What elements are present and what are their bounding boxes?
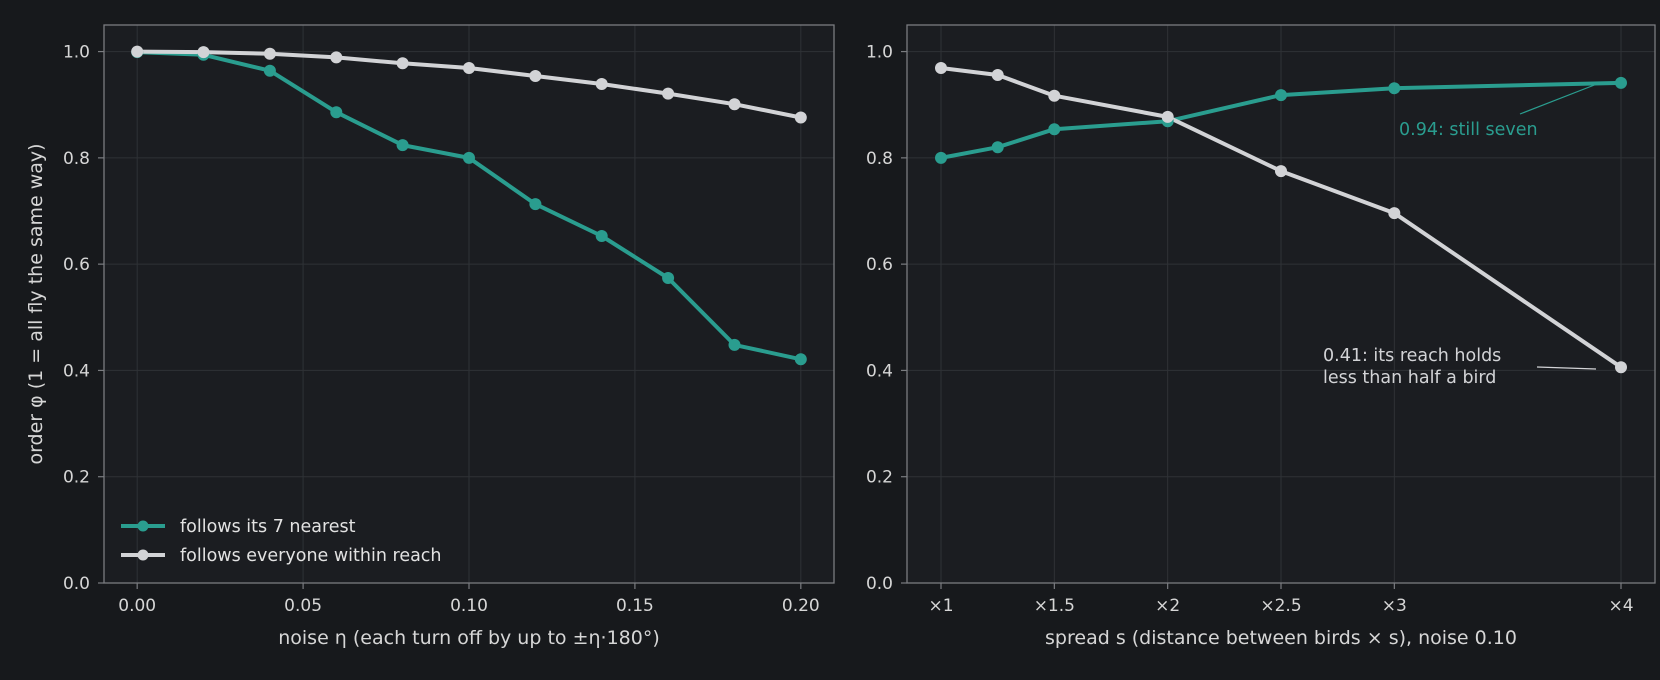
- annotation-within-reach-line2: less than half a bird: [1323, 368, 1496, 388]
- annotation-nearest-text: 0.94: still seven: [1399, 120, 1538, 140]
- legend-marker-within-reach: [137, 549, 149, 561]
- left-series-1-point-6: [529, 70, 542, 82]
- right-series-1-point-4: [1275, 165, 1287, 178]
- left-series-1-point-3: [330, 51, 343, 64]
- left-series-0-point-4: [396, 139, 409, 152]
- annotation-within-reach-arrow: [1536, 366, 1597, 370]
- left-series-points: [131, 45, 807, 366]
- right-series-0-point-1: [991, 141, 1004, 154]
- annotation-nearest: 0.94: still seven: [1399, 83, 1598, 140]
- left-series-1-point-8: [662, 87, 675, 100]
- right-series-0-point-2: [1048, 123, 1061, 136]
- left-series-1-point-0: [131, 45, 144, 58]
- legend-label-nearest: follows its 7 nearest: [180, 517, 356, 537]
- left-y-tick-label-0: 0.0: [63, 574, 90, 594]
- right-y-tick-label-2: 0.4: [866, 361, 893, 381]
- annotation-within-reach: 0.41: its reach holds less than half a b…: [1323, 346, 1597, 388]
- right-series-0-point-5: [1388, 82, 1401, 95]
- right-series-1-point-0: [935, 62, 947, 74]
- left-series-1-point-9: [728, 98, 741, 111]
- left-y-tick-label-4: 0.8: [63, 149, 90, 169]
- legend-label-within-reach: follows everyone within reach: [180, 546, 442, 566]
- left-panel: 0.00 0.05 0.10 0.15 0.20 0.0 0.2 0.4 0.6 0.8 1.0 n…: [25, 24, 835, 649]
- left-series-1-point-1: [197, 46, 210, 59]
- left-series-0-point-9: [728, 338, 741, 351]
- right-series-1-point-1: [991, 69, 1004, 81]
- left-series-0-point-7: [595, 230, 608, 242]
- right-x-tick-label-0: ×1: [928, 596, 953, 616]
- left-series-1-point-2: [263, 47, 276, 60]
- right-series-0-point-0: [935, 151, 947, 164]
- left-series-1-point-7: [595, 78, 608, 90]
- left-y-tick-label-2: 0.4: [63, 361, 90, 381]
- left-y-axis-label: order φ (1 = all fly the same way): [25, 143, 47, 464]
- right-ticks: ×1 ×1.5 ×2 ×2.5 ×3 ×4 0.0 0.2 0.4 0.6 0.8 1.0: [866, 43, 1634, 616]
- right-series-0-point-4: [1275, 89, 1287, 102]
- right-y-tick-label-0: 0.0: [866, 574, 893, 594]
- right-x-tick-label-5: ×4: [1608, 596, 1633, 616]
- left-ticks: 0.00 0.05 0.10 0.15 0.20 0.0 0.2 0.4 0.6 0.8 1.0: [63, 43, 820, 616]
- left-x-tick-label-3: 0.15: [616, 596, 654, 616]
- right-y-tick-label-3: 0.6: [866, 255, 893, 275]
- annotation-within-reach-line1: 0.41: its reach holds: [1323, 346, 1501, 366]
- left-x-axis-label: noise η (each turn off by up to ±η·180°): [278, 627, 660, 649]
- right-series-1-point-6: [1615, 361, 1627, 374]
- right-series-1-point-3: [1161, 110, 1174, 123]
- legend-marker-nearest: [137, 520, 149, 532]
- right-series-1-point-2: [1048, 89, 1061, 102]
- left-x-tick-label-4: 0.20: [782, 596, 820, 616]
- right-x-tick-label-1: ×1.5: [1034, 596, 1075, 616]
- left-series-0-point-6: [529, 198, 542, 211]
- left-series-0-point-8: [662, 272, 675, 284]
- left-series-0-point-3: [330, 106, 343, 119]
- right-x-axis-label: spread s (distance between birds × s), n…: [1045, 627, 1517, 649]
- left-series-1-point-4: [396, 57, 409, 70]
- right-series-1-point-5: [1388, 207, 1401, 220]
- right-series-points: [935, 62, 1627, 374]
- right-x-tick-label-2: ×2: [1155, 596, 1180, 616]
- annotation-nearest-arrow: [1519, 83, 1598, 115]
- left-x-tick-label-2: 0.10: [450, 596, 488, 616]
- left-x-tick-label-0: 0.00: [118, 596, 156, 616]
- right-x-tick-label-3: ×2.5: [1260, 596, 1301, 616]
- left-series-1-point-10: [794, 111, 807, 124]
- left-series-0-point-2: [263, 64, 276, 77]
- left-series-0-point-5: [463, 151, 475, 164]
- right-x-tick-label-4: ×3: [1382, 596, 1407, 616]
- right-y-tick-label-4: 0.8: [866, 149, 893, 169]
- right-panel: ×1 ×1.5 ×2 ×2.5 ×3 ×4 0.0 0.2 0.4 0.6 0.8 1.0 sprea…: [866, 24, 1656, 649]
- left-y-tick-label-3: 0.6: [63, 255, 90, 275]
- right-series-0-point-6: [1615, 76, 1627, 89]
- legend: follows its 7 nearest follows everyone w…: [121, 517, 442, 566]
- left-y-tick-label-5: 1.0: [63, 43, 90, 63]
- right-y-tick-label-1: 0.2: [866, 468, 893, 488]
- left-series-0-point-10: [794, 353, 807, 366]
- right-y-tick-label-5: 1.0: [866, 43, 893, 63]
- left-series-1-point-5: [463, 62, 475, 74]
- left-y-tick-label-1: 0.2: [63, 468, 90, 488]
- left-x-tick-label-1: 0.05: [284, 596, 322, 616]
